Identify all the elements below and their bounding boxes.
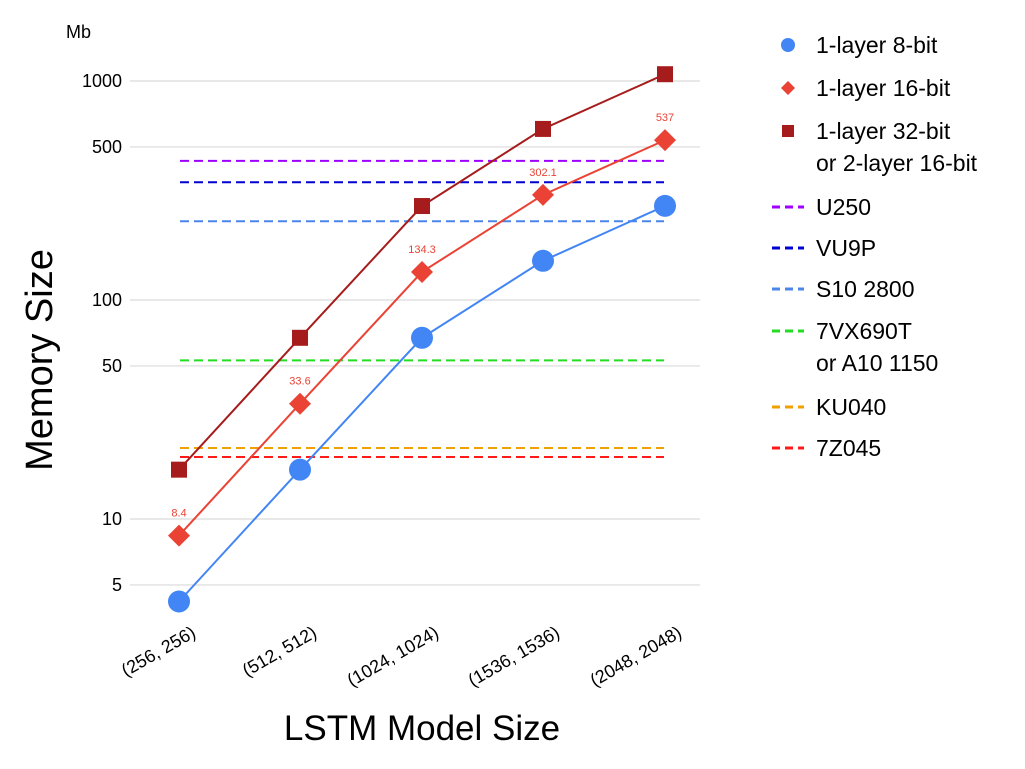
series-group: [171, 66, 673, 478]
legend-item: 7VX690T or A10 1150: [772, 318, 938, 376]
y-axis-unit: Mb: [66, 22, 91, 42]
data-label: 8.4: [171, 508, 186, 520]
legend-item: VU9P: [772, 235, 876, 261]
legend-label: 1-layer 16-bit: [816, 75, 951, 101]
series-group: 8.4 33.6 134.3 302.1 537: [168, 112, 676, 547]
series-group: [168, 194, 676, 613]
legend-item: S10 2800: [772, 276, 914, 302]
data-point: [532, 249, 554, 272]
legend-swatch: [781, 38, 795, 52]
data-point: [289, 392, 311, 415]
data-point: [654, 194, 676, 217]
x-tick-label: (1024, 1024): [344, 622, 442, 690]
legend-item: 1-layer 16-bit: [781, 75, 951, 101]
reference-lines: [180, 159, 664, 458]
data-point: [168, 590, 190, 613]
data-point: [411, 260, 433, 283]
data-point: [535, 120, 551, 137]
legend: 1-layer 8-bit 1-layer 16-bit 1-layer 32-bi…: [772, 32, 978, 461]
data-point: [411, 326, 433, 349]
x-tick-label: (256, 256): [118, 622, 199, 680]
legend-label: 1-layer 8-bit: [816, 32, 938, 58]
data-point: [292, 329, 308, 346]
x-tick-label: (512, 512): [239, 622, 320, 680]
data-label: 33.6: [289, 376, 310, 388]
legend-label: or A10 1150: [816, 350, 938, 376]
legend-item: 1-layer 32-bit or 2-layer 16-bit: [782, 118, 978, 176]
data-point: [657, 66, 673, 83]
legend-label: 7VX690T: [816, 318, 912, 344]
y-tick-label: 10: [102, 509, 122, 529]
legend-item: 7Z045: [772, 435, 881, 461]
data-series: 8.4 33.6 134.3 302.1 537: [168, 66, 676, 613]
legend-label: 1-layer 32-bit: [816, 118, 951, 144]
legend-swatch: [781, 81, 795, 95]
data-point: [289, 458, 311, 481]
y-tick-label: 5: [112, 575, 122, 595]
data-point: [171, 461, 187, 478]
legend-swatch: [782, 125, 794, 137]
data-point: [532, 183, 554, 206]
y-tick-label: 500: [92, 137, 122, 157]
legend-item: U250: [772, 194, 871, 220]
data-point: [414, 198, 430, 215]
legend-label: or 2-layer 16-bit: [816, 150, 978, 176]
legend-label: U250: [816, 194, 871, 220]
legend-label: VU9P: [816, 235, 876, 261]
data-label: 302.1: [529, 167, 557, 179]
x-tick-label: (1536, 1536): [465, 622, 563, 690]
data-point: [654, 129, 676, 152]
y-tick-label: 1000: [82, 71, 122, 91]
x-axis-title: LSTM Model Size: [284, 709, 560, 748]
data-label: 537: [656, 112, 674, 124]
y-tick-label: 50: [102, 356, 122, 376]
y-axis-title: Memory Size: [19, 249, 61, 471]
data-point: [168, 524, 190, 547]
y-tick-label: 100: [92, 290, 122, 310]
legend-label: 7Z045: [816, 435, 881, 461]
data-label: 134.3: [408, 244, 436, 256]
gridlines: [130, 80, 700, 586]
legend-label: S10 2800: [816, 276, 914, 302]
legend-item: 1-layer 8-bit: [781, 32, 938, 58]
legend-item: KU040: [772, 394, 886, 420]
legend-label: KU040: [816, 394, 886, 420]
x-tick-label: (2048, 2048): [587, 622, 685, 690]
